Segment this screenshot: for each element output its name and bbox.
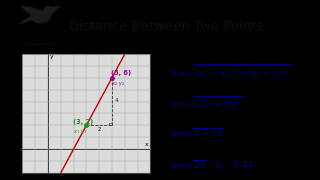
Text: $d = \sqrt{4+16}$: $d = \sqrt{4+16}$: [170, 127, 225, 138]
Text: 4: 4: [115, 98, 118, 103]
Text: y: y: [49, 54, 53, 59]
Polygon shape: [31, 11, 50, 23]
Text: 2: 2: [98, 127, 101, 132]
Text: $x_2 \;\; y_2$: $x_2 \;\; y_2$: [111, 80, 126, 89]
Polygon shape: [21, 6, 41, 14]
Text: (5, 6): (5, 6): [111, 70, 132, 76]
Text: $d = \sqrt{20} \quad \mathrm{or} \quad 4.47$: $d = \sqrt{20} \quad \mathrm{or} \quad 4…: [170, 158, 254, 170]
Polygon shape: [41, 6, 60, 14]
Bar: [109, 123, 112, 125]
Polygon shape: [44, 6, 53, 15]
Text: Corbettmaths: Corbettmaths: [24, 42, 62, 47]
Text: $d = \sqrt{(2)^2+(4)^2}$: $d = \sqrt{(2)^2+(4)^2}$: [170, 94, 243, 112]
Polygon shape: [20, 17, 32, 24]
Text: $d = \sqrt{(x_2-x_1)^2+(y_2-y_1)^2}$: $d = \sqrt{(x_2-x_1)^2+(y_2-y_1)^2}$: [170, 63, 292, 82]
Text: (3, 2): (3, 2): [73, 119, 93, 125]
Text: Distance Between Two Points: Distance Between Two Points: [69, 20, 264, 33]
Text: $x_1 \;\; y_1$: $x_1 \;\; y_1$: [73, 128, 88, 136]
Text: x: x: [145, 142, 148, 147]
